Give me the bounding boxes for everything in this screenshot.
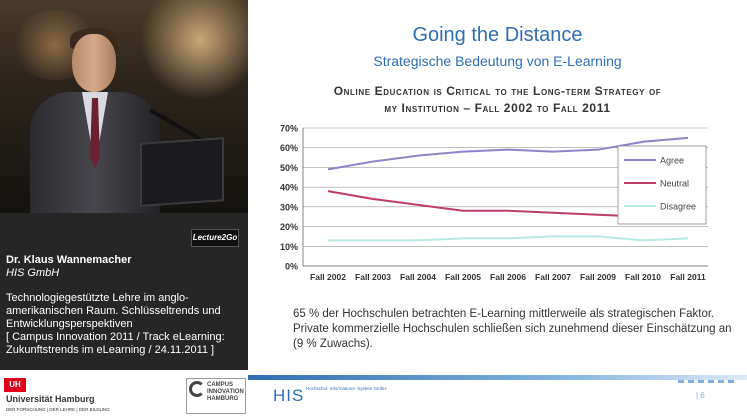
legend-label: Disagree (660, 202, 696, 212)
campus-innovation-logo[interactable]: CAMPUS INNOVATION HAMBURG (186, 378, 246, 414)
x-tick-label: Fall 2011 (670, 272, 706, 282)
y-tick-label: 10% (280, 242, 298, 252)
chart-title: Online Education is Critical to the Long… (248, 83, 747, 117)
y-tick-label: 40% (280, 183, 298, 193)
chart-title-line2: my Institution – Fall 2002 to Fall 2011 (384, 101, 611, 115)
legend-label: Neutral (660, 179, 689, 189)
presenter-panel: Lecture2Go Dr. Klaus Wannemacher HIS Gmb… (0, 0, 248, 420)
speaker-video[interactable] (0, 0, 248, 213)
y-tick-label: 30% (280, 202, 298, 212)
x-tick-label: Fall 2010 (625, 272, 661, 282)
decorative-dots (678, 370, 738, 388)
line-chart: 0% 10% 20% 30% 40% 50% 60% 70% Fall 2002 Fall 200… (280, 124, 708, 282)
x-tick-label: Fall 2009 (580, 272, 616, 282)
uhh-logo[interactable]: UH Universität Hamburg DER FORSCHUNG | D… (4, 378, 114, 416)
x-tick-label: Fall 2005 (445, 272, 481, 282)
chart-title-line1: Online Education is Critical to the Long… (333, 84, 662, 98)
talk-track: [ Campus Innovation 2011 / Track eLearni… (6, 331, 225, 356)
series-line-agree (327, 136, 689, 171)
y-tick-label: 0% (285, 262, 298, 272)
laptop (140, 137, 224, 207)
series-line-disagree (328, 235, 689, 242)
uhh-name: Universität Hamburg (6, 394, 95, 404)
presentation-slide: Going the Distance Strategische Bedeutun… (248, 0, 747, 420)
talk-title: Technologiegestützte Lehre im anglo-amer… (6, 292, 221, 330)
speaker-org: HIS GmbH (6, 267, 60, 279)
x-tick-label: Fall 2003 (355, 272, 391, 282)
slide-description: 65 % der Hochschulen betrachten E-Learni… (293, 308, 732, 350)
x-tick-label: Fall 2007 (535, 272, 571, 282)
uhh-tagline: DER FORSCHUNG | DER LEHRE | DER BILDUNG (6, 407, 110, 412)
x-tick-label: Fall 2004 (400, 272, 436, 282)
partner-logos: UH Universität Hamburg DER FORSCHUNG | D… (0, 370, 248, 420)
slide-title: Going the Distance (412, 24, 583, 46)
slide-subtitle: Strategische Bedeutung von E-Learning (373, 53, 622, 69)
page-number: | 6 (696, 391, 705, 400)
y-tick-label: 60% (280, 143, 298, 153)
talk-info: Technologiegestützte Lehre im anglo-amer… (6, 292, 246, 357)
x-tick-label: Fall 2002 (310, 272, 346, 282)
y-tick-label: 20% (280, 222, 298, 232)
ci-text: CAMPUS INNOVATION HAMBURG (207, 382, 244, 402)
speaker-name: Dr. Klaus Wannemacher (6, 254, 132, 266)
lecture2go-logo[interactable]: Lecture2Go (191, 229, 239, 247)
slide-footer-bar (248, 375, 747, 380)
y-tick-label: 70% (280, 124, 298, 134)
x-tick-label: Fall 2006 (490, 272, 526, 282)
his-logo: HIS (273, 386, 305, 405)
y-tick-label: 50% (280, 163, 298, 173)
legend-label: Agree (660, 156, 684, 166)
his-tagline: Hochschul- Informations- System GmbH (306, 386, 387, 391)
uhh-mark: UH (4, 378, 26, 392)
